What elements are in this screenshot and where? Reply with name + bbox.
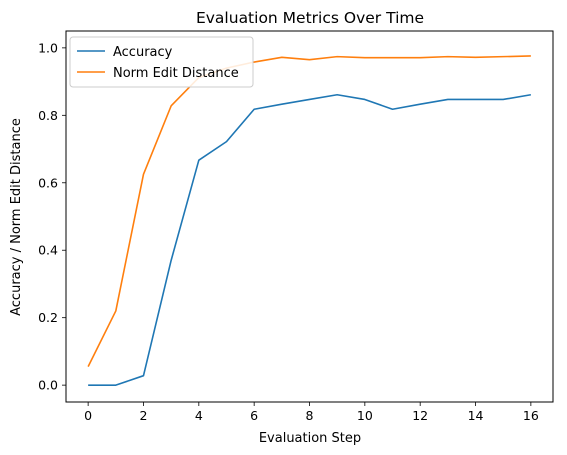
x-tick-label: 0 xyxy=(84,408,92,423)
x-axis-title: Evaluation Step xyxy=(259,431,361,446)
x-tick-label: 10 xyxy=(357,408,373,423)
y-tick-label: 1.0 xyxy=(38,40,58,55)
y-axis: 0.0 0.2 0.4 0.6 0.8 1.0 xyxy=(38,40,66,393)
y-tick-label: 0.0 xyxy=(38,378,58,393)
legend: Accuracy Norm Edit Distance xyxy=(69,36,254,88)
x-tick-label: 16 xyxy=(523,408,539,423)
legend-label-accuracy: Accuracy xyxy=(113,45,173,60)
x-tick-label: 14 xyxy=(468,408,484,423)
legend-label-norm-edit-distance: Norm Edit Distance xyxy=(113,66,239,81)
x-tick-label: 2 xyxy=(140,408,148,423)
x-axis: 0 2 4 6 8 10 12 14 16 xyxy=(84,402,539,423)
x-tick-label: 6 xyxy=(250,408,258,423)
y-tick-label: 0.6 xyxy=(38,175,58,190)
y-tick-label: 0.2 xyxy=(38,310,58,325)
y-tick-label: 0.8 xyxy=(38,108,58,123)
x-tick-label: 4 xyxy=(195,408,203,423)
legend-box xyxy=(69,36,254,88)
y-tick-label: 0.4 xyxy=(38,243,58,258)
series-line-norm-edit-distance xyxy=(87,55,531,367)
series-layer xyxy=(87,55,531,386)
y-axis-title: Accuracy / Norm Edit Distance xyxy=(9,118,24,316)
series-line-accuracy xyxy=(88,93,531,386)
x-tick-label: 12 xyxy=(412,408,428,423)
x-tick-label: 8 xyxy=(306,408,314,423)
chart-title: Evaluation Metrics Over Time xyxy=(196,9,424,27)
